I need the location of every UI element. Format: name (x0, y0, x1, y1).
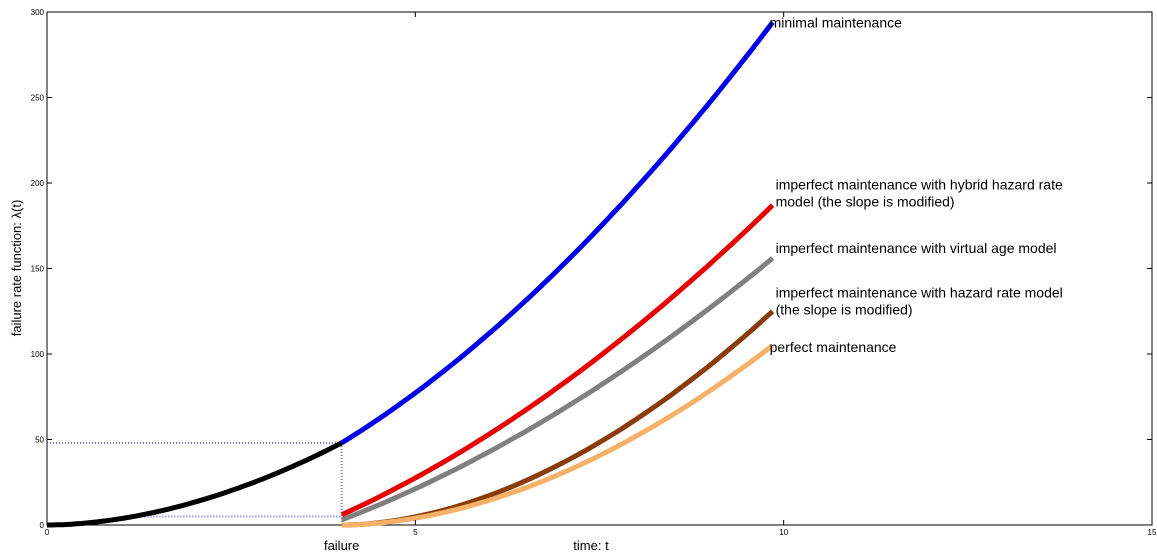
series-line-3 (340, 256, 775, 523)
annotation-0: minimal maintenance (770, 14, 902, 30)
annotation-line: imperfect maintenance with hazard rate m… (776, 284, 1063, 300)
failure-label: failure (324, 538, 359, 553)
annotation-line: perfect maintenance (770, 339, 897, 355)
y-tick-label: 100 (31, 350, 45, 359)
y-tick-label: 0 (40, 521, 45, 530)
annotation-line: imperfect maintenance with hybrid hazard… (776, 177, 1063, 193)
x-tick-label: 15 (1148, 528, 1157, 537)
y-tick-label: 250 (31, 94, 45, 103)
annotation-3: imperfect maintenance with hazard rate m… (776, 284, 1063, 317)
series-line-2 (340, 203, 775, 517)
annotations-group: minimal maintenance imperfect maintenance… (770, 14, 1063, 355)
plot-area-frame (46, 11, 1153, 526)
annotation-1: imperfect maintenance with hybrid hazard… (776, 177, 1063, 210)
series-line-0 (47, 440, 343, 528)
x-tick-label: 10 (779, 528, 788, 537)
annotation-line: model (the slope is modified) (776, 194, 955, 210)
y-tick-label: 300 (31, 8, 45, 17)
y-tick-label: 200 (31, 179, 45, 188)
failure-guides (47, 441, 343, 525)
series-line-5 (341, 343, 775, 528)
annotation-2: imperfect maintenance with virtual age m… (776, 240, 1057, 256)
annotation-line: imperfect maintenance with virtual age m… (776, 240, 1057, 256)
y-tick-label: 50 (35, 436, 44, 445)
annotation-line: minimal maintenance (770, 14, 902, 30)
x-tick-label: 0 (45, 528, 50, 537)
annotation-line: (the slope is modified) (776, 301, 913, 317)
y-tick-label: 150 (31, 265, 45, 274)
series-line-1 (340, 20, 775, 446)
x-axis-label: time: t (573, 538, 609, 553)
y-axis-label: failure rate function: λ(t) (9, 200, 24, 337)
annotation-4: perfect maintenance (770, 339, 897, 355)
series-group (47, 20, 775, 528)
x-tick-label: 5 (413, 528, 418, 537)
